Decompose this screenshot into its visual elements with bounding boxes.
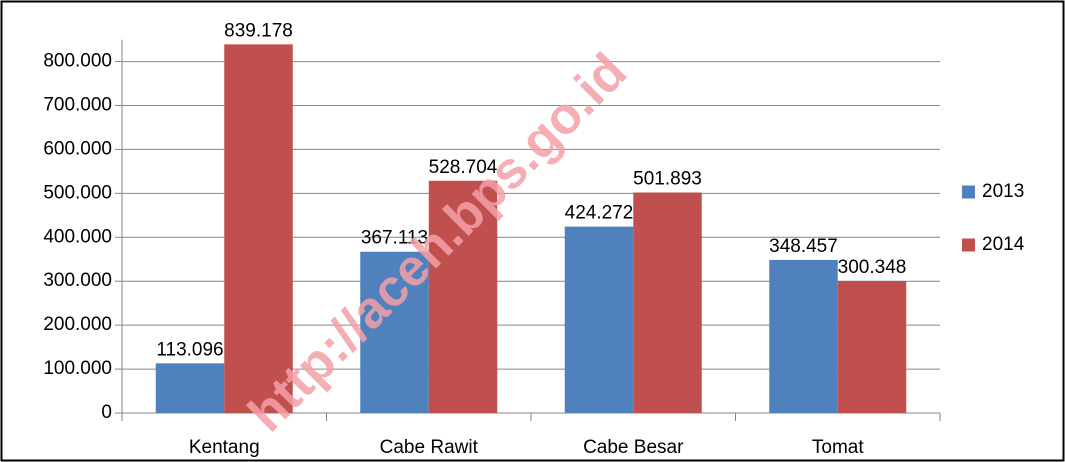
data-label: 501.893 [633, 169, 702, 190]
data-label: 424.272 [565, 203, 634, 224]
y-tick-label: 500.000 [43, 182, 112, 203]
bar [360, 251, 429, 413]
x-tick-label: Cabe Rawit [380, 437, 479, 458]
bar [564, 226, 634, 413]
x-tick-label: Kentang [189, 437, 260, 458]
y-tick-label: 300.000 [43, 270, 112, 291]
y-tick-label: 100.000 [43, 358, 112, 379]
bar [837, 281, 907, 413]
bar [224, 44, 293, 414]
y-tick-label: 700.000 [43, 95, 112, 116]
y-tick-label: 800.000 [43, 51, 112, 72]
data-label: 839.178 [224, 20, 293, 41]
bar [155, 363, 225, 413]
y-tick-label: 600.000 [43, 138, 112, 159]
bar [428, 180, 498, 413]
data-label: 528.704 [429, 157, 498, 178]
x-tick-label: Cabe Besar [583, 437, 684, 458]
y-tick-label: 400.000 [43, 226, 112, 247]
x-tick-label: Tomat [812, 437, 864, 458]
data-label: 348.457 [769, 236, 838, 257]
legend-swatch [962, 185, 975, 199]
legend-label: 2014 [982, 234, 1025, 255]
legend-label: 2013 [982, 181, 1024, 202]
bar [769, 259, 838, 413]
data-label: 300.348 [838, 257, 907, 278]
bar [633, 192, 702, 413]
y-tick-label: 0 [101, 402, 112, 423]
legend-swatch [962, 238, 975, 252]
data-label: 113.096 [156, 339, 223, 360]
data-label: 367.113 [361, 228, 428, 249]
y-tick-label: 200.000 [43, 314, 112, 335]
